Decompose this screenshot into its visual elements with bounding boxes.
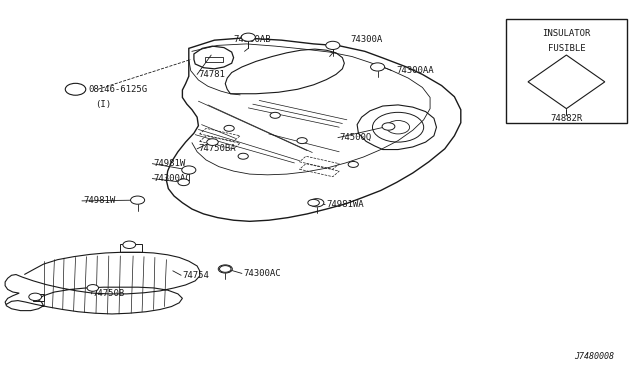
Text: 08146-6125G: 08146-6125G: [88, 85, 147, 94]
Circle shape: [123, 241, 136, 248]
Text: (I): (I): [95, 100, 111, 109]
Text: 74981WA: 74981WA: [326, 200, 364, 209]
Text: FUSIBLE: FUSIBLE: [548, 44, 585, 53]
Circle shape: [348, 161, 358, 167]
Circle shape: [371, 63, 385, 71]
Text: 74300AB: 74300AB: [234, 35, 271, 44]
Text: 74750BA: 74750BA: [198, 144, 236, 153]
Circle shape: [270, 112, 280, 118]
Circle shape: [308, 199, 319, 206]
Text: 74981W: 74981W: [83, 196, 115, 205]
Circle shape: [238, 153, 248, 159]
Circle shape: [326, 41, 340, 49]
Circle shape: [178, 179, 189, 186]
Text: INSULATOR: INSULATOR: [542, 29, 591, 38]
Text: 74300AC: 74300AC: [243, 269, 281, 278]
Text: 74981W: 74981W: [154, 159, 186, 168]
Text: 74300A: 74300A: [351, 35, 383, 44]
Text: 74750B: 74750B: [93, 289, 125, 298]
Bar: [506, 19, 627, 123]
Text: B: B: [72, 85, 79, 94]
Circle shape: [297, 138, 307, 144]
Text: 74300AA: 74300AA: [397, 66, 435, 75]
Text: 74882R: 74882R: [550, 114, 582, 123]
Circle shape: [29, 293, 42, 301]
Circle shape: [241, 33, 255, 41]
Circle shape: [382, 123, 395, 130]
Text: 74300AC: 74300AC: [154, 174, 191, 183]
Circle shape: [182, 166, 196, 174]
Text: 74754: 74754: [182, 271, 209, 280]
Text: J7480008: J7480008: [575, 352, 614, 361]
Circle shape: [207, 139, 218, 145]
Circle shape: [220, 266, 231, 272]
Circle shape: [224, 125, 234, 131]
Circle shape: [310, 199, 324, 207]
Circle shape: [65, 83, 86, 95]
Circle shape: [131, 196, 145, 204]
Circle shape: [87, 285, 99, 291]
Circle shape: [218, 265, 232, 273]
Text: 74500Q: 74500Q: [339, 133, 371, 142]
Text: 74781: 74781: [198, 70, 225, 79]
